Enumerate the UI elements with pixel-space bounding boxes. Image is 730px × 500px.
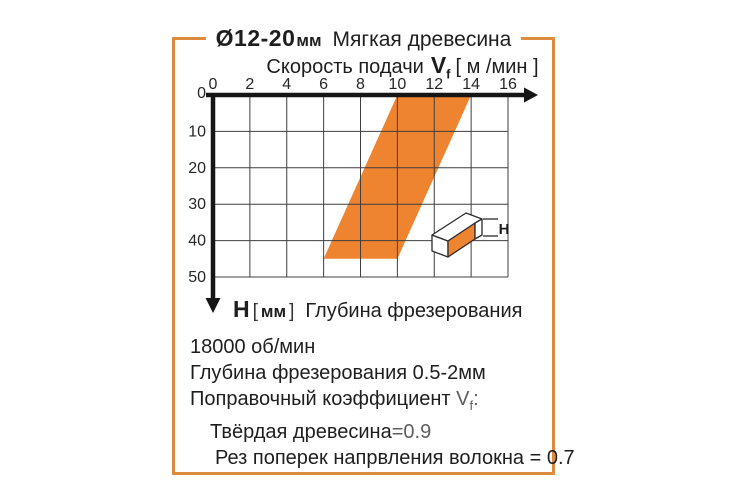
note-coefficient: Поправочный коэффициент Vf: bbox=[190, 388, 479, 413]
icon-right-cap bbox=[474, 218, 483, 240]
y-tick-label: 20 bbox=[188, 160, 206, 177]
x-axis-arrow bbox=[524, 87, 538, 103]
feed-rate-chart: 0 2 4 6 8 10 12 14 16 0 10 20 30 40 50 bbox=[188, 76, 538, 313]
x-tick-label: 16 bbox=[499, 76, 517, 93]
vf-symbol: Vf bbox=[430, 52, 451, 82]
note-depth: Глубина фрезерования 0.5-2мм bbox=[190, 362, 486, 384]
y-tick-label: 50 bbox=[188, 269, 206, 286]
note-crossgrain: Рез поперек напрвления волокна = 0.7 bbox=[215, 447, 575, 469]
note-hardwood: Твёрдая древесина=0.9 bbox=[210, 421, 432, 443]
milling-depth-icon: H bbox=[431, 212, 510, 258]
icon-h-label: H bbox=[499, 221, 510, 238]
x-tick-label: 10 bbox=[388, 76, 406, 93]
y-tick-label: 10 bbox=[188, 123, 206, 140]
coeff-vf-symbol: Vf: bbox=[456, 388, 479, 413]
y-axis-arrow bbox=[205, 298, 221, 313]
bracket-close: ] bbox=[289, 301, 295, 322]
y-axis-title: H [ мм ] Глубина фрезерования bbox=[233, 296, 522, 323]
frame-title-row: Ø12-20 мм Мягкая древесина bbox=[172, 23, 555, 53]
x-tick-label: 12 bbox=[425, 76, 443, 93]
y-tick-label: 0 bbox=[197, 85, 206, 102]
notes-block: 18000 об/мин Глубина фрезерования 0.5-2м… bbox=[190, 334, 575, 471]
y-tick-label: 30 bbox=[188, 196, 206, 213]
y-axis-unit: мм bbox=[260, 302, 287, 321]
note-rpm: 18000 об/мин bbox=[190, 336, 316, 358]
x-axis-title-text: Скорость подачи bbox=[266, 56, 424, 78]
x-axis-title: Скорость подачи Vf [ м /мин ] bbox=[250, 52, 555, 82]
x-tick-label: 2 bbox=[245, 76, 254, 93]
page-title: Ø12-20 мм Мягкая древесина bbox=[206, 25, 522, 52]
title-diameter: Ø12-20 bbox=[215, 24, 296, 51]
y-tick-label: 40 bbox=[188, 233, 206, 250]
x-axis-unit: [ м /мин ] bbox=[455, 56, 539, 78]
title-rule-right bbox=[521, 36, 555, 40]
bracket-open: [ bbox=[252, 301, 258, 322]
h-symbol: H bbox=[233, 296, 250, 322]
x-tick-label: 4 bbox=[282, 76, 291, 93]
y-axis-label-text: Глубина фрезерования bbox=[305, 300, 523, 322]
x-tick-label: 14 bbox=[462, 76, 480, 93]
title-rule-left bbox=[172, 36, 206, 40]
title-diameter-unit: мм bbox=[296, 30, 322, 50]
title-material: Мягкая древесина bbox=[332, 27, 512, 51]
x-tick-label: 8 bbox=[356, 76, 365, 93]
x-tick-label: 0 bbox=[209, 76, 218, 93]
frame-border bbox=[172, 37, 555, 475]
x-tick-label: 6 bbox=[319, 76, 328, 93]
